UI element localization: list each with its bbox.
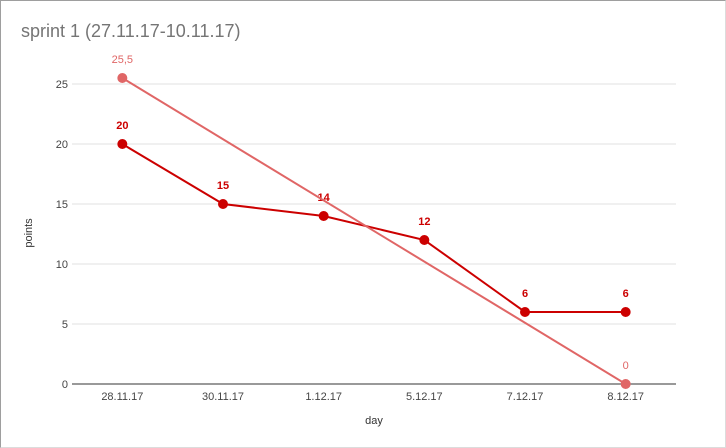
series-group: 20 15 14 12 6 6 25,5 0 — [112, 54, 631, 389]
series-1-point — [520, 307, 530, 317]
series-2-point — [620, 379, 631, 389]
data-label: 12 — [418, 216, 430, 228]
series-1-point — [117, 139, 128, 149]
x-tick-label: 8.12.17 — [607, 391, 644, 403]
y-tick-label: 20 — [56, 139, 68, 151]
y-tick-label: 5 — [62, 319, 68, 331]
data-label: 14 — [318, 192, 331, 204]
series-1-point — [419, 235, 430, 245]
chart-title: sprint 1 (27.11.17-10.11.17) — [21, 21, 241, 41]
x-tick-label: 1.12.17 — [305, 391, 342, 403]
series-line-2 — [121, 77, 627, 385]
data-label: 6 — [623, 288, 629, 300]
x-tick-label: 30.11.17 — [202, 391, 244, 403]
y-axis-ticks: 0 5 10 15 20 25 — [56, 79, 68, 391]
x-axis-label: day — [365, 415, 383, 427]
data-label: 15 — [217, 180, 229, 192]
series-1-point — [218, 199, 228, 209]
series-1-point — [620, 307, 631, 317]
y-tick-label: 15 — [56, 199, 68, 211]
data-label: 6 — [522, 288, 528, 300]
grid-lines — [72, 83, 676, 325]
series-2-point — [117, 73, 128, 83]
data-label: 0 — [623, 360, 629, 372]
y-tick-label: 10 — [56, 259, 68, 271]
y-tick-label: 25 — [56, 79, 68, 91]
y-axis-label: points — [23, 218, 35, 248]
x-tick-label: 28.11.17 — [101, 391, 143, 403]
series-line-1 — [121, 143, 626, 313]
data-label: 20 — [116, 120, 128, 132]
x-tick-label: 5.12.17 — [406, 391, 443, 403]
y-tick-label: 0 — [62, 379, 68, 391]
x-axis-ticks: 28.11.17 30.11.17 1.12.17 5.12.17 7.12.17 8.1… — [101, 391, 644, 403]
x-tick-label: 7.12.17 — [507, 391, 544, 403]
series-1-point — [318, 211, 329, 221]
data-label: 25,5 — [112, 54, 133, 66]
